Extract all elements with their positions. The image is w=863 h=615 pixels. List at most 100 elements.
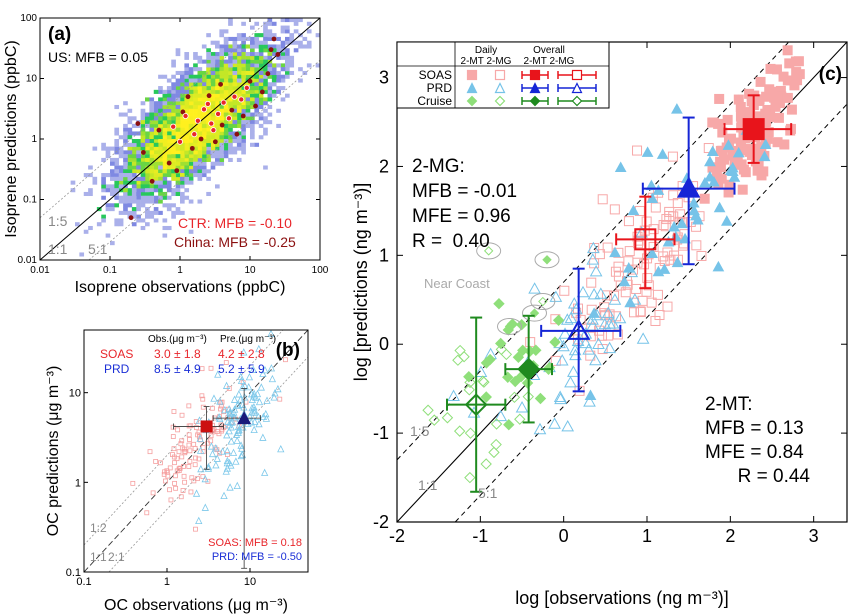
soas-2mg-daily: [632, 257, 643, 268]
density-cell: [285, 63, 290, 68]
density-cell: [162, 108, 168, 113]
density-cell: [149, 184, 155, 189]
density-cell: [241, 21, 246, 26]
soas-daily-point: [167, 487, 172, 493]
density-cell: [258, 97, 264, 102]
x-tick-label: -1: [472, 526, 488, 546]
density-cell: [158, 123, 163, 128]
prd-2mt-daily: [758, 150, 771, 162]
soas-2mg-daily: [609, 290, 620, 301]
density-cell: [197, 161, 203, 166]
y-tick-label: 10: [26, 74, 38, 85]
density-cell: [123, 127, 128, 132]
density-cell: [285, 52, 290, 57]
density-cell: [171, 89, 176, 94]
prd-daily-point: [232, 457, 240, 465]
density-cell: [258, 63, 264, 68]
density-cell: [118, 146, 124, 151]
density-cell: [250, 82, 255, 87]
density-cell: [123, 139, 128, 144]
density-cell: [131, 161, 137, 166]
y-tick-label: -2: [373, 512, 389, 532]
density-cell: [223, 40, 229, 45]
soas-2mg-daily: [691, 240, 702, 251]
density-cell: [293, 40, 299, 45]
density-cell: [180, 161, 185, 166]
stats-mt-title: 2-MT:: [705, 394, 753, 415]
density-cell: [184, 161, 190, 166]
density-cell: [245, 120, 251, 125]
density-cell: [215, 93, 220, 98]
prd-2mt-daily: [691, 213, 704, 225]
soas-2mt-daily: [786, 104, 797, 115]
prd-2-mt-overall-marker: [676, 176, 701, 198]
density-cell: [267, 36, 273, 41]
density-cell: [123, 191, 128, 197]
density-cell: [267, 86, 273, 91]
density-cell: [123, 123, 128, 128]
density-cell: [101, 157, 106, 162]
legend-head-overall: Overall: [533, 45, 565, 56]
density-cell: [153, 173, 159, 178]
density-cell: [271, 70, 277, 76]
density-cell: [127, 165, 133, 170]
panel-b-soas-mfb: SOAS: MFB = 0.18: [208, 537, 302, 549]
density-cell: [180, 210, 185, 215]
density-cell: [131, 184, 137, 189]
prd-2mg-daily: [474, 365, 488, 377]
density-cell: [180, 86, 185, 91]
panel-b-ratio-21: 2:1: [108, 550, 125, 564]
density-cell: [166, 97, 172, 102]
density-cell: [241, 101, 246, 106]
cruise-2mg-daily: [454, 344, 466, 357]
soas-daily-point: [208, 438, 214, 444]
density-cell: [184, 108, 190, 113]
density-cell: [201, 112, 207, 117]
density-cell: [153, 127, 159, 132]
density-cell: [158, 195, 163, 200]
density-cell: [206, 89, 211, 94]
density-cell: [210, 131, 216, 136]
density-cell: [245, 89, 251, 94]
density-cell: [118, 165, 124, 170]
prd-2mt-daily: [627, 204, 640, 216]
density-cell: [245, 112, 251, 117]
density-cell: [245, 108, 251, 113]
panel-b-ylabel: OC predictions (μg m⁻³): [45, 366, 62, 537]
density-cell: [263, 108, 268, 113]
density-cell: [241, 67, 246, 72]
density-cell: [88, 188, 93, 193]
density-cell: [267, 112, 273, 117]
density-cell: [118, 173, 124, 178]
density-cell: [101, 218, 106, 223]
density-cell: [285, 74, 290, 79]
density-cell: [158, 139, 163, 144]
density-cell: [228, 70, 233, 76]
density-cell: [158, 131, 163, 136]
density-cell: [263, 74, 268, 79]
prd-2mt-daily: [668, 220, 680, 232]
prd-2mg-daily: [576, 285, 590, 298]
density-cell: [145, 123, 150, 128]
density-cell: [123, 173, 128, 178]
cruise-2mg-daily: [495, 343, 508, 356]
density-cell: [206, 169, 211, 174]
density-cell: [263, 36, 268, 41]
density-cell: [206, 59, 211, 64]
density-cell: [158, 191, 163, 197]
prd-2mg-daily: [636, 332, 650, 344]
density-cell: [145, 191, 150, 197]
density-cell: [166, 173, 172, 178]
density-cell: [149, 154, 155, 159]
density-cell: [131, 210, 137, 215]
density-cell: [228, 63, 233, 68]
ctr-point: [204, 100, 211, 107]
density-cell: [123, 176, 128, 181]
near-coast-ellipse: [476, 242, 502, 260]
cruise-2mt-daily: [521, 377, 534, 389]
density-cell: [145, 176, 150, 181]
soas-daily-point: [182, 479, 188, 485]
density-cell: [250, 101, 255, 106]
china-point: [198, 136, 204, 142]
density-cell: [193, 74, 198, 79]
